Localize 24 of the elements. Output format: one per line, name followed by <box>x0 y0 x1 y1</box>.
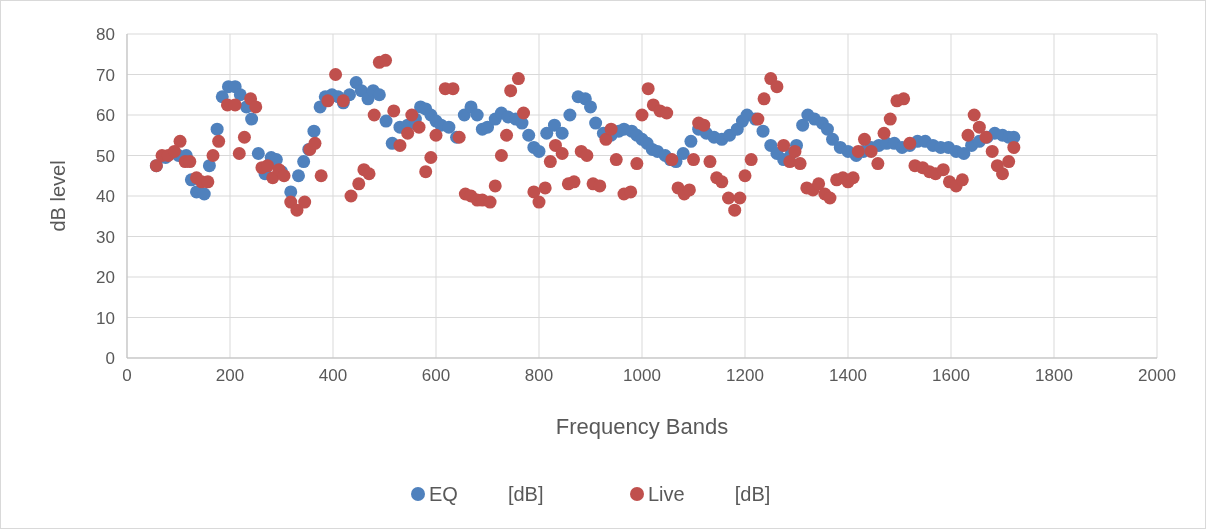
x-tick-label: 1200 <box>726 366 764 385</box>
x-tick-label: 1000 <box>623 366 661 385</box>
y-tick-label: 40 <box>96 187 115 206</box>
y-tick-label: 60 <box>96 106 115 125</box>
x-tick-label: 800 <box>524 366 554 385</box>
y-tick-label: 70 <box>96 65 115 85</box>
x-tick-label: 400 <box>318 366 348 385</box>
x-tick-label: 2000 <box>1138 366 1176 385</box>
x-tick-label: 600 <box>421 366 451 385</box>
y-tick-label: 20 <box>96 268 115 287</box>
legend-label: EQ [dB] <box>429 483 544 505</box>
y-tick-label: 10 <box>96 308 115 328</box>
x-tick-label: 1800 <box>1035 366 1073 385</box>
y-tick-label: 30 <box>96 227 115 247</box>
y-tick-label: 50 <box>96 146 115 166</box>
y-tick-label: 0 <box>105 349 115 368</box>
x-tick-label: 1400 <box>829 366 867 385</box>
y-tick-label: 80 <box>96 25 115 44</box>
legend-label: Live [dB] <box>648 483 771 505</box>
y-axis-title: dB level <box>47 160 69 232</box>
x-tick-label: 200 <box>215 366 245 385</box>
x-tick-label: 0 <box>122 366 132 385</box>
x-tick-label: 1600 <box>932 366 970 385</box>
x-axis-title: Frequency Bands <box>555 414 729 439</box>
